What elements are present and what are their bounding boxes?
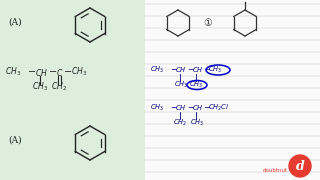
Text: $CH_3$: $CH_3$ [71,66,87,78]
Text: −: − [203,66,210,75]
Text: $CH_2$: $CH_2$ [51,81,67,93]
Text: −: − [187,103,194,112]
Text: $CH_2$: $CH_2$ [173,118,187,128]
Text: $CH_3$: $CH_3$ [174,80,188,90]
Text: $CH_3$: $CH_3$ [150,103,164,113]
Text: −: − [28,67,36,77]
Text: (A): (A) [8,136,22,145]
Text: doubtnut: doubtnut [263,168,288,172]
Text: (A): (A) [8,17,22,26]
Text: $CH_2Cl$: $CH_2Cl$ [208,103,229,113]
Text: $CH_3$: $CH_3$ [208,65,222,75]
Text: −: − [64,67,72,77]
FancyBboxPatch shape [0,0,145,180]
Text: $CH$: $CH$ [192,66,204,75]
Text: −: − [187,66,194,75]
Text: $CH_3$: $CH_3$ [32,81,48,93]
Text: $CH_3$: $CH_3$ [190,118,204,128]
Text: $CH_3$: $CH_3$ [5,66,21,78]
Text: d: d [296,159,304,172]
Text: −: − [170,66,177,75]
Text: −: − [170,103,177,112]
Text: $CH$: $CH$ [35,66,48,78]
Circle shape [289,155,311,177]
Text: ①: ① [204,18,212,28]
Text: $C$: $C$ [56,66,63,78]
Text: $CH_3$: $CH_3$ [189,80,203,90]
Text: $CH$: $CH$ [175,103,187,112]
Text: $CH_3$: $CH_3$ [150,65,164,75]
Text: −: − [49,67,57,77]
Text: −: − [203,103,210,112]
Text: $CH$: $CH$ [192,103,204,112]
FancyBboxPatch shape [145,0,320,180]
Text: $CH$: $CH$ [175,66,187,75]
